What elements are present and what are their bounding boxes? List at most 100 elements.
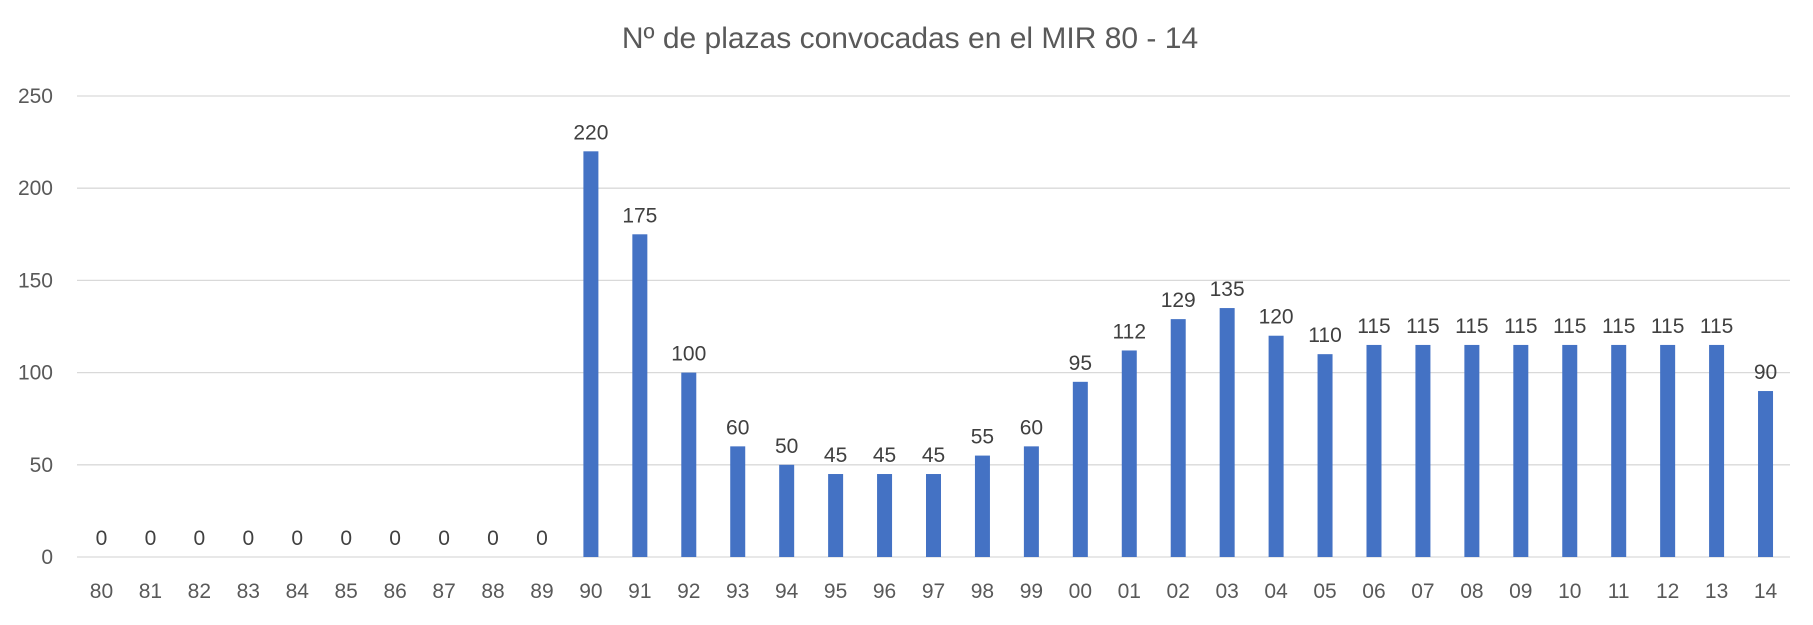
x-tick-label: 12 (1656, 580, 1679, 603)
bar (926, 474, 941, 557)
x-tick-label: 86 (383, 580, 406, 603)
data-label: 50 (775, 435, 798, 458)
data-label: 60 (726, 416, 749, 439)
data-label: 0 (291, 527, 303, 550)
bar (681, 372, 697, 557)
x-tick-label: 04 (1264, 580, 1288, 603)
x-tick-label: 14 (1754, 580, 1778, 603)
x-tick-label: 00 (1069, 580, 1092, 603)
data-label: 220 (573, 121, 608, 144)
y-tick-label: 250 (18, 85, 53, 108)
bar (1513, 344, 1529, 557)
x-tick-label: 95 (824, 580, 847, 603)
data-label: 0 (145, 527, 157, 550)
x-tick-label: 83 (237, 580, 260, 603)
data-label: 0 (438, 527, 450, 550)
x-tick-label: 93 (726, 580, 749, 603)
x-tick-label: 89 (530, 580, 553, 603)
bar (730, 446, 746, 557)
data-label: 0 (194, 527, 206, 550)
bar (1170, 319, 1186, 557)
data-label: 90 (1754, 361, 1777, 384)
data-label: 115 (1651, 315, 1684, 338)
data-label: 0 (389, 527, 401, 550)
data-label: 115 (1455, 315, 1488, 338)
data-label: 0 (536, 527, 548, 550)
x-tick-label: 81 (139, 580, 162, 603)
data-label: 115 (1357, 315, 1390, 338)
y-tick-label: 100 (18, 362, 53, 385)
data-label: 95 (1069, 352, 1092, 375)
y-axis-ticks: 0 50 100 150 200 250 (18, 85, 53, 569)
bar (1562, 344, 1578, 557)
data-label: 120 (1259, 306, 1294, 329)
y-tick-label: 0 (41, 546, 53, 569)
gridlines (77, 95, 1790, 558)
bar (1660, 344, 1676, 557)
data-label: 115 (1406, 315, 1439, 338)
data-label: 45 (873, 444, 896, 467)
x-axis-ticks: 80 81 82 83 84 85 86 87 88 89 90 91 92 93 94 95 96 97 98 99… (90, 580, 1778, 603)
x-tick-label: 05 (1313, 580, 1336, 603)
x-tick-label: 02 (1167, 580, 1190, 603)
x-tick-label: 09 (1509, 580, 1532, 603)
bar (1709, 344, 1725, 557)
data-label: 110 (1308, 324, 1341, 347)
bar (779, 464, 795, 557)
x-tick-label: 11 (1608, 580, 1630, 603)
x-tick-label: 91 (628, 580, 651, 603)
chart-title: Nº de plazas convocadas en el MIR 80 - 1… (622, 22, 1198, 55)
x-tick-label: 07 (1411, 580, 1434, 603)
bar (828, 474, 844, 557)
data-label: 0 (340, 527, 352, 550)
data-label: 55 (971, 426, 994, 449)
data-label: 115 (1504, 315, 1537, 338)
x-tick-label: 01 (1118, 580, 1141, 603)
x-tick-label: 92 (677, 580, 700, 603)
x-tick-label: 87 (432, 580, 455, 603)
bar (1023, 446, 1039, 557)
data-label: 45 (922, 444, 945, 467)
data-label: 115 (1553, 315, 1586, 338)
bar (1415, 344, 1431, 557)
bar (583, 151, 599, 557)
y-tick-label: 150 (18, 269, 53, 292)
x-tick-label: 80 (90, 580, 113, 603)
bar (1072, 381, 1088, 557)
x-tick-label: 88 (481, 580, 504, 603)
x-tick-label: 94 (775, 580, 799, 603)
x-tick-label: 97 (922, 580, 945, 603)
x-tick-label: 85 (335, 580, 358, 603)
bar (1121, 350, 1137, 557)
bars (583, 151, 1774, 558)
bar (1758, 391, 1774, 557)
y-tick-label: 200 (18, 177, 53, 200)
data-label: 60 (1020, 416, 1043, 439)
data-label: 112 (1113, 320, 1146, 343)
bar (1464, 344, 1480, 557)
x-tick-label: 82 (188, 580, 211, 603)
bar (1268, 335, 1284, 557)
bar (1317, 354, 1333, 557)
data-label: 0 (242, 527, 254, 550)
x-tick-label: 13 (1705, 580, 1728, 603)
data-label: 100 (671, 343, 706, 366)
data-label: 115 (1602, 315, 1635, 338)
x-tick-label: 99 (1020, 580, 1043, 603)
bar (1219, 308, 1235, 557)
bar (632, 234, 648, 558)
data-label: 0 (487, 527, 499, 550)
data-labels: 0 0 0 0 0 0 0 0 0 0 220 175 100 60 50 45 45 45 55 60 95 112 12… (96, 121, 1778, 550)
x-tick-label: 10 (1558, 580, 1581, 603)
x-tick-label: 98 (971, 580, 994, 603)
data-label: 45 (824, 444, 847, 467)
y-tick-label: 50 (30, 454, 53, 477)
bar (1611, 344, 1627, 557)
bar (877, 474, 893, 557)
data-label: 175 (622, 204, 657, 227)
data-label: 0 (96, 527, 108, 550)
x-tick-label: 03 (1215, 580, 1238, 603)
bar (1366, 344, 1382, 557)
